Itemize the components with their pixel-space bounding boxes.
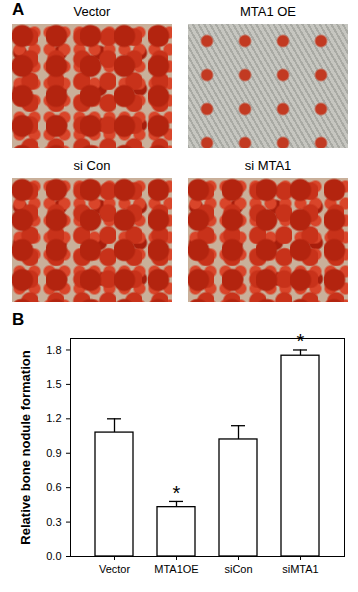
svg-text:MTA1OE: MTA1OE [154, 563, 198, 575]
html-text:Vector: Vector [73, 4, 111, 19]
svg-text:1.8: 1.8 [46, 343, 61, 355]
svg-text:siCon: siCon [224, 563, 252, 575]
html-text:B: B [12, 310, 25, 329]
svg-text:0.3: 0.3 [46, 516, 61, 528]
html-text:si MTA1: si MTA1 [244, 158, 292, 173]
svg-text:Vector: Vector [99, 563, 131, 575]
svg-text:1.5: 1.5 [46, 378, 61, 390]
svg-text:siMTA1: siMTA1 [282, 563, 318, 575]
svg-text:*: * [173, 482, 181, 504]
svg-text:0.9: 0.9 [46, 447, 61, 459]
html-text:si Con: si Con [73, 158, 111, 173]
html-text:MTA1 OE: MTA1 OE [239, 4, 296, 19]
svg-text:1.2: 1.2 [46, 412, 61, 424]
svg-text:Relative bone nodule formation: Relative bone nodule formation [18, 350, 33, 544]
svg-text:*: * [297, 330, 305, 352]
svg-text:0.0: 0.0 [46, 550, 61, 562]
html-text:A: A [12, 0, 25, 19]
svg-text:0.6: 0.6 [46, 481, 61, 493]
